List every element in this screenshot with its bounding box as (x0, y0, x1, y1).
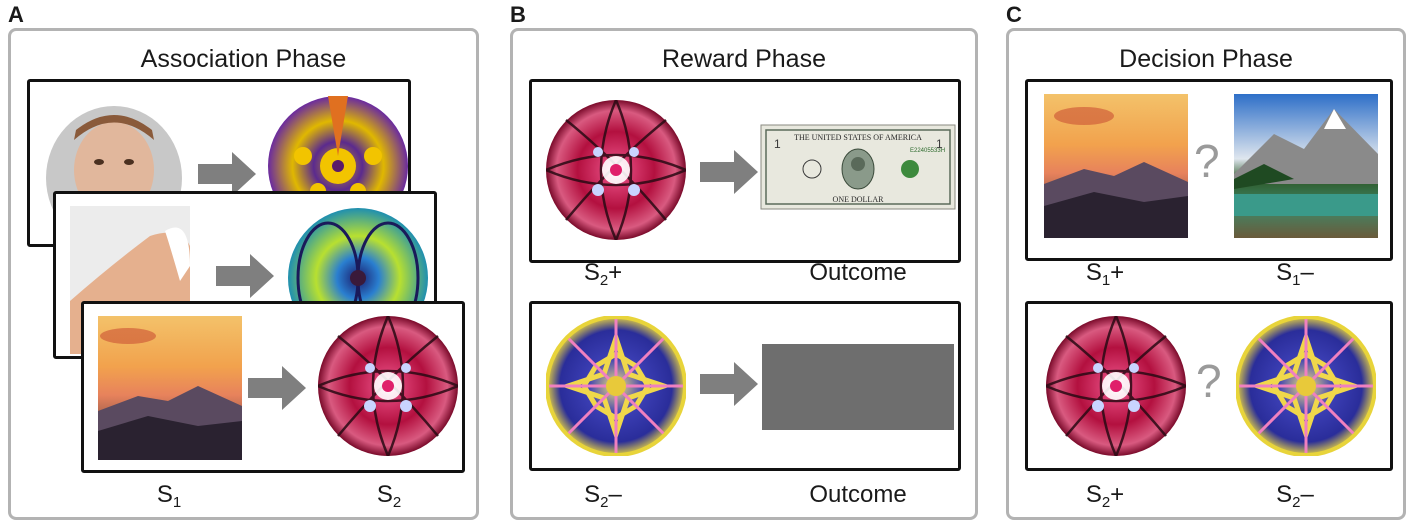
label-s2-plus: S2+ (1085, 481, 1125, 511)
label-s2-minus: S2– (1276, 481, 1314, 511)
decision-card-scenes: ? (1025, 79, 1393, 261)
svg-text:1: 1 (774, 137, 781, 151)
panel-title-reward: Reward Phase (662, 45, 826, 73)
panel-title-decision: Decision Phase (1119, 45, 1293, 73)
arrow-icon (216, 254, 274, 298)
reward-card-negative (529, 301, 961, 471)
arrow-icon (248, 366, 306, 410)
sunset-image (98, 316, 242, 460)
label-s2-minus: S2– (584, 481, 622, 511)
mountain-lake-image (1234, 94, 1378, 238)
question-mark: ? (1196, 355, 1222, 407)
panel-letter-a: A (8, 2, 24, 27)
label-s1-plus: S1+ (1085, 259, 1125, 289)
dollar-bottom-text: ONE DOLLAR (833, 195, 885, 204)
label-outcome-2: Outcome (809, 481, 907, 508)
panel-association: Association Phase (8, 28, 479, 520)
kaleido-star-image (1236, 316, 1376, 456)
kaleido-star-image (546, 316, 686, 456)
gray-outcome-box (762, 344, 954, 430)
svg-text:1: 1 (936, 137, 943, 151)
dollar-serial-text: E22405533H (910, 148, 945, 154)
label-s2: S2 (376, 481, 402, 511)
association-card-sunset (81, 301, 465, 473)
panel-reward: Reward Phase THE UNITED STATES OF AMERIC… (510, 28, 978, 520)
label-s1-minus: S1– (1276, 259, 1314, 289)
label-s1: S1 (156, 481, 182, 511)
sunset-image (1044, 94, 1188, 238)
panel-title-association: Association Phase (140, 45, 347, 73)
label-s2-plus: S2+ (583, 259, 623, 289)
question-mark: ? (1194, 135, 1220, 187)
label-outcome-1: Outcome (809, 259, 907, 286)
kaleido-magenta-image (318, 316, 458, 456)
dollar-top-text: THE UNITED STATES OF AMERICA (794, 133, 922, 142)
decision-card-kaleido: ? (1025, 301, 1393, 471)
kaleido-magenta-image (1046, 316, 1186, 456)
panel-letter-c: C (1006, 2, 1022, 27)
reward-card-positive: THE UNITED STATES OF AMERICA ONE DOLLAR … (529, 79, 961, 263)
panel-decision: Decision Phase ? S1+ S1– ? S2+ S2– (1006, 28, 1406, 520)
panel-letter-b: B (510, 2, 526, 27)
arrow-icon (700, 150, 758, 194)
kaleido-magenta-image (546, 100, 686, 240)
arrow-icon (700, 362, 758, 406)
dollar-bill-image: THE UNITED STATES OF AMERICA ONE DOLLAR … (760, 124, 956, 210)
